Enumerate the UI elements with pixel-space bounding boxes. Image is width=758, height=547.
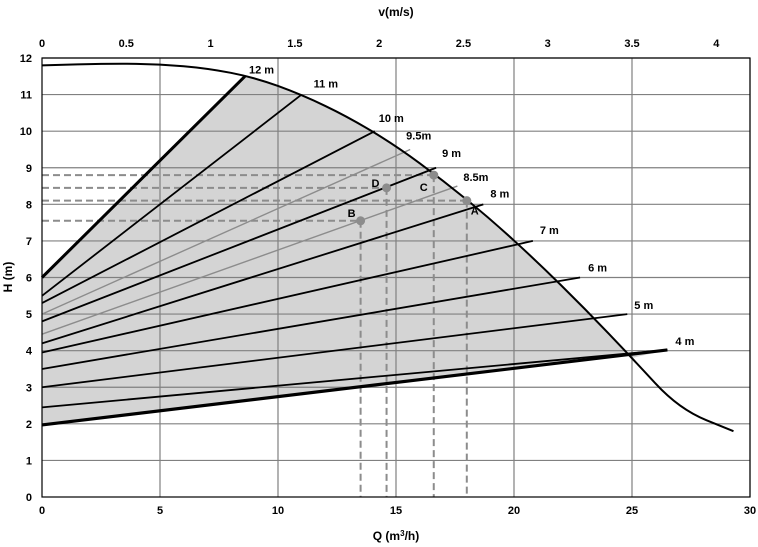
y-tick-label: 8 [26,199,32,211]
system-curve-label: 10 m [379,113,404,125]
x-tick-label: 5 [157,505,163,517]
system-curve-label: 7 m [540,225,559,237]
x-tick-label: 25 [626,505,638,517]
lower-envelope-line [41,348,668,427]
envelope-area [42,76,668,425]
x-tick-label: 20 [508,505,520,517]
system-curve-line [41,130,376,304]
plot-frame [41,57,751,498]
y-tick-label: 0 [26,492,32,504]
x-axis-title: Q (m3/h) [373,529,419,544]
x2-tick-label: 4 [713,38,720,50]
x2-tick-label: 2.5 [456,38,471,50]
operating-point-marker [356,216,366,226]
system-curves [40,75,668,427]
x2-tick-label: 1.5 [287,38,302,50]
curve-labels: 12 m 11 m 10 m9.5m 9 m8.5m8 m 7 m 6 m 5 m 4 m [249,64,695,348]
operating-point-marker [429,170,439,180]
system-curve-label: 8 m [490,188,509,200]
y-tick-label: 4 [26,346,33,358]
system-curve-line [41,313,628,389]
system-curve-label: 9 m [442,148,461,160]
y-tick-label: 11 [20,90,32,102]
system-curve-line [41,203,484,345]
pump-curve-line [41,62,734,433]
y-tick-label: 6 [26,273,32,285]
pump-curve [41,62,734,433]
operating-point-label: B [348,208,356,220]
operating-points: A B C D [348,170,479,226]
system-curve-line [41,276,581,370]
y-tick-label: 12 [20,53,32,65]
system-curve-line [41,148,411,315]
x2-tick-label: 1 [208,38,214,50]
system-curve-label: 12 m [249,64,274,76]
x-tick-label: 0 [39,505,45,517]
x2-axis-title: v(m/s) [378,5,413,19]
operating-point-marker [462,196,472,206]
x2-tick-label: 0 [39,38,45,50]
system-curve-label: 4 m [675,336,694,348]
x2-tick-label: 3 [545,38,551,50]
x-tick-label: 10 [272,505,284,517]
system-curve-label: 8.5m [463,172,488,184]
y-tick-label: 5 [26,309,32,321]
y-axis-title: H (m) [1,262,15,293]
y-tick-label: 10 [20,126,32,138]
operating-point-label: A [471,206,479,218]
y-tick-label: 9 [26,163,32,175]
system-curve-label: 5 m [634,300,653,312]
system-curve-label: 9.5m [406,130,431,142]
system-curve-line [40,75,247,279]
y-tick-label: 3 [26,382,32,394]
x-tick-label: 15 [390,505,402,517]
envelope-fill [42,76,668,425]
system-curve-label: 6 m [588,263,607,275]
system-curve-label: 11 m [314,79,339,91]
x2-tick-label: 0.5 [119,38,134,50]
y-tick-label: 7 [26,236,32,248]
y-tick-label: 2 [26,419,32,431]
operating-point-label: C [420,182,428,194]
system-curve-line [41,166,437,323]
system-curve-line [41,240,534,354]
system-curve-line [41,185,458,335]
x2-tick-label: 3.5 [624,38,639,50]
system-curve-line [41,349,668,409]
operating-point-marker [382,183,392,193]
operating-point-label: D [372,178,380,190]
operating-point-guides [42,174,468,497]
x-tick-label: 30 [744,505,756,517]
x2-tick-label: 2 [376,38,382,50]
y-tick-label: 1 [26,455,32,467]
system-curve-line [41,93,303,297]
